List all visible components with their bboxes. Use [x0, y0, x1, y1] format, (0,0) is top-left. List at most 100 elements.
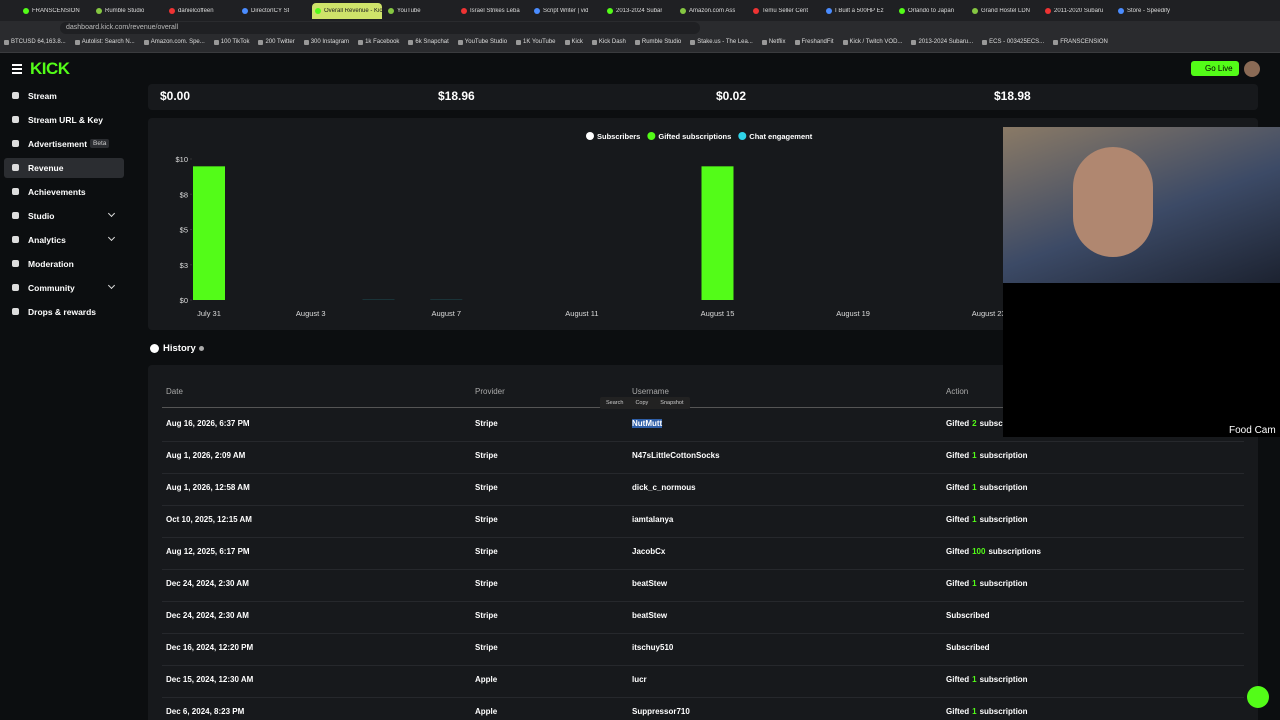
bookmark[interactable]: 1K YouTube	[516, 39, 556, 45]
action-verb: Gifted	[946, 515, 970, 524]
bookmark[interactable]: 100 TikTok	[213, 39, 250, 45]
bookmark[interactable]: Kick Dash	[591, 39, 626, 45]
bookmark[interactable]: 1k Facebook	[358, 39, 399, 45]
bookmark[interactable]: BTCUSD 64,163.8...	[4, 39, 66, 45]
bookmark[interactable]: 200 Twitter	[258, 39, 295, 45]
info-icon[interactable]	[199, 346, 204, 351]
bookmark-icon	[516, 39, 522, 45]
bookmark-label: 2013-2024 Subaru...	[918, 39, 974, 45]
tab[interactable]: 2011-2020 Subaru	[1042, 3, 1112, 19]
bookmark-label: 100 TikTok	[220, 39, 250, 45]
bookmark[interactable]: 6k Snapchat	[408, 39, 449, 45]
bookmark[interactable]: Stake.us - The Lea...	[690, 39, 753, 45]
tab[interactable]: Script Writer | vid	[531, 3, 601, 19]
username: beatStew	[632, 579, 668, 588]
legend-label: Chat engagement	[749, 132, 812, 141]
nav-icon	[12, 188, 19, 195]
history-title: History	[163, 343, 196, 354]
tab[interactable]: Overall Revenue - Kick Da	[312, 3, 382, 19]
tab[interactable]: Store - Speedify	[1115, 3, 1185, 19]
avatar[interactable]	[1244, 61, 1260, 77]
nav-item[interactable]: Drops & rewards	[4, 302, 124, 322]
nav-icon	[12, 236, 19, 243]
tab[interactable]: DirectorICY St	[239, 3, 309, 19]
nav-label: Analytics	[28, 235, 66, 245]
chat-button[interactable]	[1247, 686, 1269, 708]
action-verb: Subscribed	[946, 611, 990, 620]
go-live-button[interactable]: Go Live	[1191, 61, 1239, 76]
bookmark[interactable]: Kick / Twitch VOD...	[842, 39, 902, 45]
bookmark-icon	[911, 39, 917, 45]
x-tick-label: July 31	[197, 309, 221, 318]
url: dashboard.kick.com/revenue/overall	[66, 24, 179, 31]
nav-item[interactable]: Revenue	[4, 158, 124, 178]
y-tick-label: $0	[180, 296, 188, 305]
nav-item[interactable]: Stream URL & Key	[4, 110, 124, 130]
action: Gifted 1 subscription	[946, 675, 1028, 684]
bookmark-label: 1k Facebook	[365, 39, 400, 45]
bookmark[interactable]: ECS - 003425ECS...	[982, 39, 1044, 45]
bookmark[interactable]: YouTube Studio	[457, 39, 507, 45]
bookmark[interactable]: Rumble Studio	[634, 39, 681, 45]
nav-item[interactable]: Community	[4, 278, 124, 298]
tab-icon	[169, 8, 175, 14]
tab[interactable]: 2013-2024 Subar	[604, 3, 674, 19]
menu-icon[interactable]	[12, 64, 22, 66]
nav-icon	[12, 260, 19, 267]
kick-header: KICK Go Live	[0, 53, 1280, 85]
context-item[interactable]: Copy	[635, 400, 649, 406]
tab[interactable]: Israel Strikes Leba	[458, 3, 528, 19]
row-divider	[162, 505, 1244, 506]
tab[interactable]: Orlando to Japan	[896, 3, 966, 19]
action: Gifted 1 subscription	[946, 707, 1028, 716]
history-icon	[150, 344, 159, 353]
bookmark[interactable]: Netflix	[761, 39, 786, 45]
bookmark[interactable]: 300 Instagram	[303, 39, 349, 45]
tab[interactable]: FRANSCENSION	[20, 3, 90, 19]
action-count: 1	[972, 707, 977, 716]
action: Subscribed	[946, 611, 990, 620]
nav-item[interactable]: Studio	[4, 206, 124, 226]
context-item[interactable]: Search	[606, 400, 624, 406]
bookmark-icon	[634, 39, 640, 45]
tab-title: Amazon.com Ass	[689, 8, 736, 14]
context-item[interactable]: Snapshot	[660, 400, 684, 406]
tab[interactable]: danielcoffeen	[166, 3, 236, 19]
nav-item[interactable]: Achievements	[4, 182, 124, 202]
tab[interactable]: Rumble Studio	[93, 3, 163, 19]
tab[interactable]: Grand Hostel LDN	[969, 3, 1039, 19]
bookmark[interactable]: 2013-2024 Subaru...	[911, 39, 973, 45]
bookmark-label: Kick	[571, 39, 583, 45]
row-divider	[162, 441, 1244, 442]
bookmark-label: Autolist: Search N...	[81, 39, 135, 45]
url-field[interactable]	[60, 22, 700, 34]
nav-item[interactable]: Moderation	[4, 254, 124, 274]
action-noun: subscription	[979, 707, 1028, 716]
nav-item[interactable]: Analytics	[4, 230, 124, 250]
action: Gifted 1 subscription	[946, 451, 1028, 460]
summary-value: $0.02	[716, 89, 747, 103]
tab[interactable]: Amazon.com Ass	[677, 3, 747, 19]
bookmark[interactable]: Autolist: Search N...	[74, 39, 135, 45]
bookmark[interactable]: Amazon.com. Spe...	[143, 39, 205, 45]
date: Dec 24, 2024, 2:30 AM	[166, 611, 249, 620]
date: Dec 6, 2024, 8:23 PM	[166, 707, 245, 716]
bookmark[interactable]: FreshandFit	[794, 39, 834, 45]
action-noun: subscription	[979, 675, 1028, 684]
bookmark-label: FreshandFit	[801, 39, 834, 45]
tab-title: DirectorICY St	[251, 8, 290, 14]
date: Dec 15, 2024, 12:30 AM	[166, 675, 254, 684]
action-noun: subscription	[979, 451, 1028, 460]
bookmark[interactable]: Kick	[564, 39, 583, 45]
webcam-video	[1003, 127, 1280, 283]
nav-item[interactable]: Stream	[4, 86, 124, 106]
nav-item[interactable]: Advertisement Beta	[4, 134, 124, 154]
tab[interactable]: YouTube	[385, 3, 455, 19]
bookmark-icon	[564, 39, 570, 45]
bookmark[interactable]: FRANSCENSION	[1053, 39, 1108, 45]
tab[interactable]: I Built a 500HP Ez	[823, 3, 893, 19]
tab-icon	[753, 8, 759, 14]
logo[interactable]: KICK	[30, 59, 70, 78]
tab[interactable]: Temu Seller Cent	[750, 3, 820, 19]
date: Aug 16, 2026, 6:37 PM	[166, 419, 250, 428]
